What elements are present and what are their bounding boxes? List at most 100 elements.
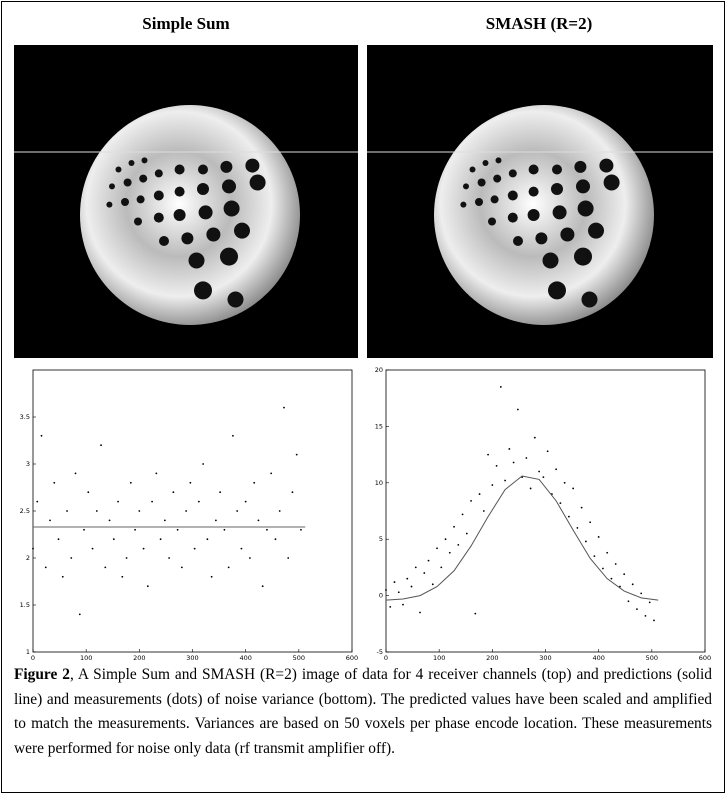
phantom-hole bbox=[493, 174, 502, 183]
data-point bbox=[457, 543, 460, 546]
x-tick-label: 600 bbox=[699, 654, 711, 662]
data-point bbox=[78, 613, 81, 616]
data-point bbox=[448, 551, 451, 554]
phantom-hole bbox=[469, 166, 476, 173]
data-point bbox=[495, 464, 498, 467]
phantom-hole bbox=[154, 169, 163, 178]
data-point bbox=[440, 566, 443, 569]
phantom-hole bbox=[560, 227, 575, 242]
data-point bbox=[176, 528, 179, 531]
phantom-hole bbox=[249, 174, 266, 191]
y-tick-label: 3 bbox=[26, 460, 30, 468]
phantom-hole bbox=[245, 158, 260, 173]
data-point bbox=[474, 612, 477, 615]
panel-title: SMASH (R=2) bbox=[485, 14, 593, 33]
data-point bbox=[287, 557, 290, 559]
data-point bbox=[53, 481, 56, 484]
x-tick-label: 400 bbox=[592, 654, 604, 662]
data-point bbox=[436, 547, 438, 550]
data-point bbox=[576, 527, 579, 529]
phantom-hole bbox=[552, 164, 562, 175]
phantom-hole bbox=[508, 169, 517, 178]
phantom-hole bbox=[198, 164, 208, 175]
data-point bbox=[223, 528, 226, 531]
phantom-hole bbox=[576, 179, 590, 194]
phantom-hole bbox=[551, 183, 563, 195]
data-point bbox=[542, 476, 545, 479]
phantom-hole bbox=[528, 186, 539, 197]
x-tick-label: 0 bbox=[384, 654, 388, 662]
data-point bbox=[36, 500, 39, 503]
data-point bbox=[257, 519, 260, 522]
data-point bbox=[631, 583, 634, 586]
data-point bbox=[189, 481, 192, 484]
data-point bbox=[529, 487, 532, 490]
phantom-hole bbox=[188, 252, 205, 269]
data-point bbox=[70, 557, 73, 559]
data-point bbox=[385, 589, 387, 591]
data-point bbox=[610, 577, 613, 580]
phantom-hole bbox=[477, 178, 486, 187]
phantom-hole bbox=[227, 291, 244, 308]
y-tick-label: 0 bbox=[379, 592, 383, 600]
x-tick-label: 500 bbox=[293, 654, 305, 662]
phantom-hole bbox=[223, 200, 240, 217]
data-point bbox=[444, 538, 447, 541]
x-tick-label: 300 bbox=[539, 654, 551, 662]
phantom-hole bbox=[174, 186, 185, 197]
phantom-hole bbox=[121, 198, 129, 206]
data-point bbox=[431, 583, 434, 586]
phantom-hole bbox=[174, 164, 185, 175]
data-point bbox=[49, 519, 51, 522]
data-point bbox=[627, 600, 630, 603]
data-point bbox=[406, 577, 409, 580]
data-point bbox=[155, 472, 158, 475]
data-point bbox=[172, 491, 175, 494]
phantom-hole bbox=[488, 217, 496, 226]
data-point bbox=[538, 470, 541, 473]
phantom-hole bbox=[234, 222, 250, 239]
caption-text: , A Simple Sum and SMASH (R=2) image of … bbox=[14, 666, 713, 757]
y-tick-label: 5 bbox=[379, 535, 383, 543]
data-point bbox=[491, 484, 494, 486]
data-point bbox=[210, 575, 213, 578]
phantom-hole bbox=[136, 195, 145, 204]
data-point bbox=[121, 575, 124, 578]
x-tick-label: 200 bbox=[133, 654, 145, 662]
data-point bbox=[585, 540, 587, 543]
data-point bbox=[100, 444, 102, 447]
phantom bbox=[434, 105, 654, 325]
data-point bbox=[300, 528, 302, 531]
phantom-hole bbox=[528, 164, 539, 175]
phantom-hole bbox=[588, 222, 604, 239]
data-point bbox=[567, 515, 570, 518]
x-tick-label: 600 bbox=[346, 654, 358, 662]
data-point bbox=[57, 538, 60, 541]
data-point bbox=[563, 481, 566, 484]
data-point bbox=[240, 547, 243, 550]
data-point bbox=[482, 510, 485, 512]
data-point bbox=[619, 585, 621, 588]
data-point bbox=[453, 525, 455, 528]
phantom-hole bbox=[475, 198, 483, 206]
data-point bbox=[423, 572, 426, 574]
data-point bbox=[83, 528, 85, 531]
phantom-hole bbox=[552, 205, 567, 220]
phantom-hole bbox=[577, 200, 594, 217]
data-point bbox=[142, 547, 145, 550]
data-point bbox=[227, 566, 230, 569]
data-point bbox=[214, 519, 217, 522]
data-point bbox=[185, 510, 188, 512]
data-point bbox=[402, 603, 404, 606]
data-point bbox=[108, 519, 111, 522]
data-point bbox=[589, 521, 592, 524]
x-tick-label: 100 bbox=[80, 654, 92, 662]
phantom-hole bbox=[574, 160, 587, 173]
phantom-hole bbox=[115, 166, 122, 173]
data-point bbox=[219, 491, 222, 494]
phantom-hole bbox=[542, 252, 559, 269]
data-point bbox=[653, 619, 655, 622]
data-point bbox=[74, 472, 77, 475]
data-point bbox=[270, 472, 273, 475]
